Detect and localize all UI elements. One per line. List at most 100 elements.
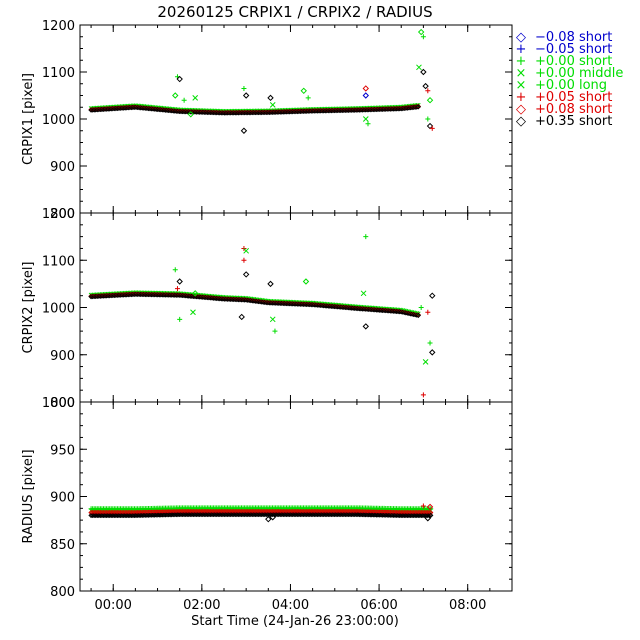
data-point-outlier <box>192 94 199 101</box>
data-point-outlier <box>272 328 278 334</box>
data-points <box>88 28 435 134</box>
data-points <box>88 503 434 523</box>
y-tick-label: 900 <box>50 491 75 506</box>
y-tick-label: 800 <box>50 396 75 411</box>
data-point-outlier <box>269 102 276 108</box>
legend-entry: + +0.05 short <box>516 90 613 105</box>
data-point-outlier <box>425 88 431 94</box>
legend-label: −0.05 short <box>535 42 612 57</box>
data-point-outlier <box>416 64 422 71</box>
data-point-outlier <box>429 292 436 299</box>
y-tick-label: 900 <box>50 160 75 175</box>
data-point <box>427 512 434 519</box>
y-tick-label: 800 <box>50 585 75 600</box>
data-point-outlier <box>420 34 426 40</box>
data-point-outlier <box>238 313 245 321</box>
legend-label: +0.00 short <box>535 54 612 69</box>
data-point-outlier <box>427 340 433 346</box>
y-tick-label: 1200 <box>42 19 75 34</box>
data-point-outlier <box>267 94 274 102</box>
data-point-outlier <box>420 503 426 509</box>
data-point <box>415 104 421 110</box>
y-axis-title: CRPIX2 [pixel] <box>21 261 36 353</box>
data-point-outlier <box>362 116 369 122</box>
legend-marker: ◇ <box>516 102 526 117</box>
x-tick-label: 00:00 <box>94 598 131 613</box>
data-point-outlier <box>242 92 250 99</box>
data-point-outlier <box>300 87 307 95</box>
data-point-outlier <box>422 82 429 90</box>
data-point-outlier <box>176 278 183 285</box>
data-point-outlier <box>177 316 183 322</box>
data-point-outlier <box>422 358 429 365</box>
legend-entry: ◇ +0.08 short <box>516 102 612 117</box>
data-point-outlier <box>362 92 369 99</box>
plot-frame <box>79 24 513 214</box>
data-point-outlier <box>360 290 367 297</box>
data-point-outlier <box>302 278 310 285</box>
x-tick-label: 08:00 <box>449 598 486 613</box>
data-point-outlier <box>424 515 432 522</box>
data-point-outlier <box>362 323 369 330</box>
legend-marker: + <box>516 42 527 57</box>
x-tick-label: 02:00 <box>183 598 220 613</box>
y-axis-title: RADIUS [pixel] <box>21 449 36 543</box>
y-tick-label: 1000 <box>42 302 75 317</box>
legend-label: +0.05 short <box>535 90 612 105</box>
legend-label: +0.00 long <box>535 78 607 93</box>
x-axis-title: Start Time (24-Jan-26 23:00:00) <box>191 614 399 629</box>
data-points <box>88 234 436 398</box>
data-point-outlier <box>420 68 427 76</box>
y-tick-label: 1000 <box>42 113 75 128</box>
y-tick-label: 1000 <box>42 396 75 411</box>
legend-marker: ◇ <box>516 30 526 45</box>
legend-marker: × <box>516 66 527 81</box>
legend-marker: × <box>516 78 527 93</box>
legend-entry: × +0.00 long <box>516 78 607 93</box>
data-point-outlier <box>429 125 435 131</box>
data-point-outlier <box>425 309 431 315</box>
data-point-outlier <box>429 349 436 356</box>
legend-label: +0.00 middle <box>535 66 623 81</box>
legend-label: +0.35 short <box>535 114 612 129</box>
panel-2: 800 900 1000 1100 1200 CRPIX2 [pixel] <box>21 207 513 411</box>
legend-marker: + <box>516 54 527 69</box>
data-point-outlier <box>418 305 424 310</box>
legend-entry: + −0.05 short <box>516 42 613 57</box>
data-point-outlier <box>242 271 250 278</box>
data-point-outlier <box>269 316 276 323</box>
data-point-outlier <box>305 95 311 101</box>
chart-title: 20260125 CRPIX1 / CRPIX2 / RADIUS <box>157 3 432 21</box>
data-point-outlier <box>191 290 199 297</box>
data-point-outlier <box>241 85 247 91</box>
data-point-outlier <box>265 515 272 523</box>
y-tick-label: 850 <box>50 538 75 553</box>
data-point-outlier <box>269 514 276 521</box>
data-point-outlier <box>243 247 250 254</box>
x-tick-label: 04:00 <box>272 598 309 613</box>
legend-entry: ◇ +0.35 short <box>516 114 612 129</box>
y-tick-label: 1100 <box>42 66 75 81</box>
data-point-outlier <box>187 111 194 118</box>
data-point-outlier <box>174 286 180 292</box>
data-point <box>427 509 434 516</box>
legend-entry: ◇ −0.08 short <box>516 30 612 45</box>
data-point-outlier <box>176 75 183 83</box>
data-point <box>414 104 420 110</box>
data-point <box>415 312 421 319</box>
legend-entry: + +0.00 short <box>516 54 613 69</box>
data-point-outlier <box>240 127 248 134</box>
chart-legend: ◇ −0.08 short + −0.05 short + +0.00 short × +0.… <box>516 30 624 129</box>
y-tick-label: 900 <box>50 349 75 364</box>
panel-3: 800 850 900 950 1000 RADIUS [pixel] <box>21 396 513 600</box>
data-point-outlier <box>172 92 179 99</box>
legend-marker: + <box>516 90 527 105</box>
legend-marker: ◇ <box>516 114 526 129</box>
y-tick-label: 1100 <box>42 254 75 269</box>
legend-label: +0.08 short <box>535 102 612 117</box>
data-point-outlier <box>365 121 371 127</box>
data-point-outlier <box>267 280 274 288</box>
data-point-outlier <box>363 234 369 240</box>
data-point-outlier <box>426 96 434 104</box>
